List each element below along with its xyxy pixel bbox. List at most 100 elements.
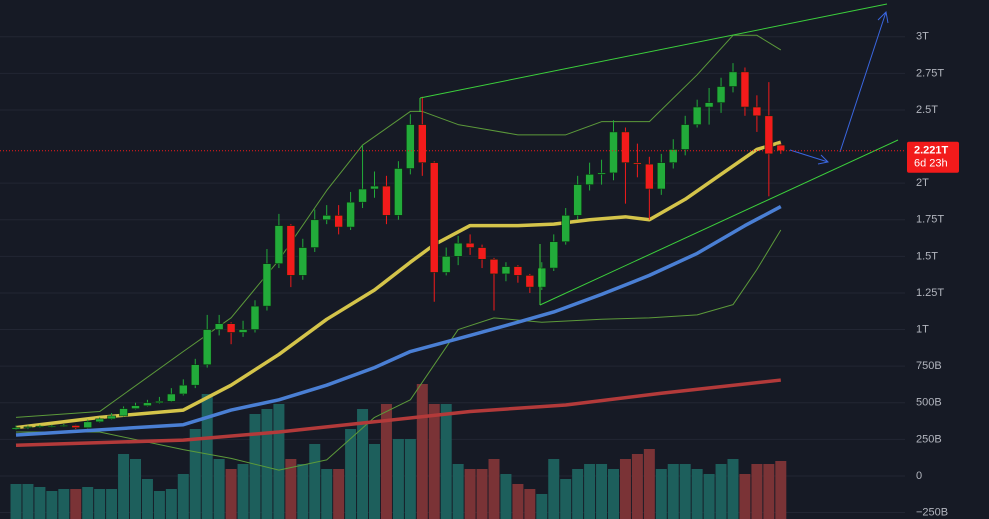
candle-body [274,225,284,264]
grid [0,36,905,514]
candle-body [370,185,379,190]
volume-bar [727,459,739,519]
band-line [16,229,782,471]
candle-body [262,263,272,307]
candle-body [704,102,714,108]
moving-average [15,140,782,430]
y-tick-label: 2T [916,177,929,189]
arrow [839,10,889,153]
candle-body [167,393,176,402]
candle-body [358,188,367,203]
volume-bar [58,489,70,519]
volume-bar [261,409,273,519]
candle-body [441,256,451,273]
volume-bar [763,464,775,519]
volume-bar [500,474,512,519]
volume-bar [189,429,201,519]
price-axis: 3T 2.75T 2.5T 2T 1.75T 1.5T 1.25T 1T 750B 500B 250… [916,31,948,519]
volume-bar [560,479,572,519]
volume-bar [655,469,667,519]
volume-bar [739,474,751,519]
arrow [789,149,830,165]
candle-body [453,242,463,257]
y-tick-label: 2.5T [916,104,938,116]
candle-body [489,258,499,275]
candle-body [382,185,391,216]
volume-bar [404,439,416,519]
candle-body [561,215,571,243]
candle-body [179,384,188,395]
candle-body [716,86,726,103]
volume-bar [392,439,404,519]
volume-bar [285,459,297,519]
candle-body [298,247,308,276]
y-tick-label: 1.75T [916,214,944,226]
candle-body [633,162,642,165]
candle-body [250,305,260,330]
volume-bar [608,469,619,519]
candle-body [226,323,236,333]
volume-bar [201,394,213,519]
volume-pane [10,384,787,519]
volume-bar [596,464,608,519]
candle-body [752,106,762,117]
candle-body [537,267,547,288]
candle-body [549,241,559,269]
volume-bar [141,479,153,519]
volume-bar [512,484,524,519]
candle-body [764,115,774,155]
volume-bar [369,444,380,519]
volume-bar [536,494,548,519]
volume-bar [321,469,333,519]
volume-bar [165,489,177,519]
candle-body [71,425,81,428]
volume-bar [416,384,428,519]
trend-line [539,139,899,306]
candle-body [35,425,45,428]
candle-body [692,106,702,125]
volume-bar [10,484,22,519]
candle-body [728,71,738,87]
candle-body [202,329,212,365]
volume-bar [34,487,46,519]
candle-body [214,323,224,330]
volume-bar [631,454,643,519]
y-tick-label: 250B [916,433,942,445]
volume-bar [357,409,369,519]
volume-bar [46,491,58,519]
candles [11,63,786,430]
volume-bar [572,469,584,519]
volume-bar [237,464,249,519]
candle-body [668,149,678,163]
y-tick-label: 1.25T [916,287,944,299]
volume-bar [667,464,679,519]
candle-body [656,162,666,190]
volume-bar [130,459,141,519]
volume-bar [333,469,345,519]
volume-bar [380,404,392,519]
candle-body [513,266,523,276]
candle-body [131,405,140,409]
y-tick-label: 3T [916,31,929,43]
candle-body [525,275,535,288]
candle-body [417,124,427,163]
candle-body [95,418,104,423]
volume-bar [428,404,440,519]
candle-body [286,225,296,276]
volume-bar [751,464,763,519]
candle-body [645,163,654,190]
price-tag-box [907,141,959,173]
y-tick-label: −250B [916,506,948,518]
candle-body [740,71,750,108]
y-tick-label: 2.75T [916,67,944,79]
volume-bar [619,459,631,519]
volume-bar [213,459,225,519]
volume-bar [488,459,500,519]
candle-body [238,329,248,333]
candle-body [59,425,69,427]
candle-body [11,427,21,430]
candle-body [465,242,475,248]
candle-body [83,421,92,428]
y-tick-label: 1T [916,323,929,335]
price-tag-value: 2.221T [914,145,949,157]
